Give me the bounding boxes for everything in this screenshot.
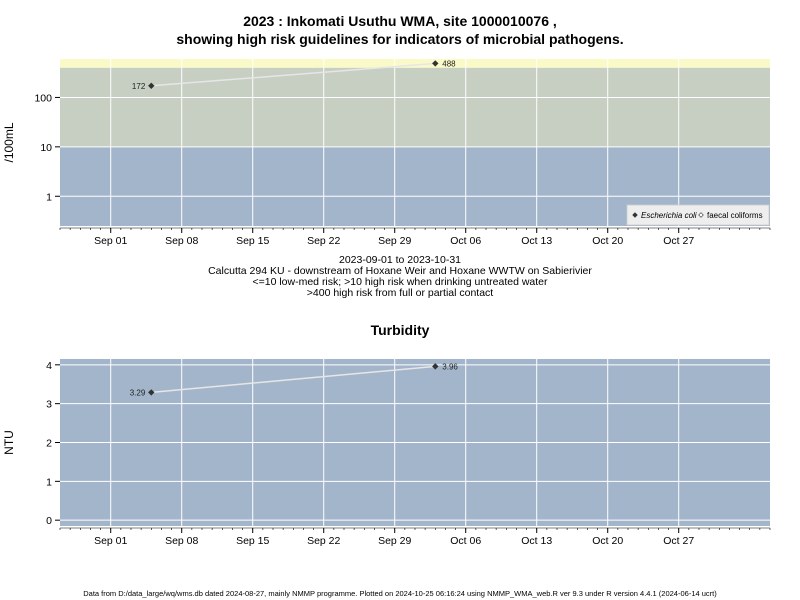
guideline-drinking: <=10 low-med risk; >10 high risk when dr… [252,276,548,288]
x-tick-label: Oct 20 [592,235,623,247]
x-tick-label: Sep 15 [236,235,269,247]
data-point [148,82,155,90]
data-point [432,60,439,67]
site-description: Calcutta 294 KU - downstream of Hoxane W… [208,265,592,277]
y-tick-label: 1 [46,476,52,488]
series-line [151,365,436,394]
x-tick-label: Sep 22 [307,535,340,547]
x-tick-label: Sep 01 [94,235,127,247]
data-label: 172 [132,82,146,91]
y-tick-label: 2 [46,438,52,450]
data-point [148,389,155,396]
footer-note: Data from D:/data_large/wq/wms.db dated … [83,589,717,598]
x-tick-label: Sep 15 [236,535,269,547]
x-tick-label: Oct 27 [663,535,694,547]
x-tick-label: Oct 20 [592,535,623,547]
y-tick-label: 10 [40,142,52,154]
series-line [151,62,436,87]
x-tick-label: Sep 08 [165,235,198,247]
chart-title-line2: showing high risk guidelines for indicat… [176,31,624,47]
x-tick-label: Oct 27 [663,235,694,247]
y-tick-label: 0 [46,515,52,527]
x-tick-label: Sep 22 [307,235,340,247]
y-axis-label: NTU [2,430,16,455]
x-tick-label: Sep 08 [165,535,198,547]
data-point [432,363,439,370]
data-label: 3.29 [130,388,146,397]
legend-marker [632,212,638,218]
x-tick-label: Oct 06 [450,535,481,547]
chart-title-line1: 2023 : Inkomati Usuthu WMA, site 1000010… [243,13,557,29]
legend-box [626,204,770,226]
turbidity-title: Turbidity [370,322,430,338]
y-tick-label: 100 [34,92,52,104]
y-axis-label: /100mL [2,122,16,162]
guideline-contact: >400 high risk from full or partial cont… [306,287,494,299]
x-tick-label: Sep 29 [378,235,411,247]
legend-marker [698,212,704,218]
y-tick-label: 1 [46,191,52,203]
y-tick-label: 3 [46,399,52,411]
risk-band-1 [60,67,770,147]
x-tick-label: Oct 13 [521,235,552,247]
x-tick-label: Oct 13 [521,535,552,547]
risk-band-2 [60,59,770,68]
x-tick-label: Oct 06 [450,235,481,247]
data-label: 3.96 [442,362,458,371]
x-tick-label: Sep 01 [94,535,127,547]
legend-label: Escherichia coli [641,211,697,220]
x-tick-label: Sep 29 [378,535,411,547]
y-tick-label: 4 [46,360,52,372]
legend-label: faecal coliforms [707,211,763,220]
date-range: 2023-09-01 to 2023-10-31 [338,254,461,266]
data-label: 488 [442,59,456,68]
